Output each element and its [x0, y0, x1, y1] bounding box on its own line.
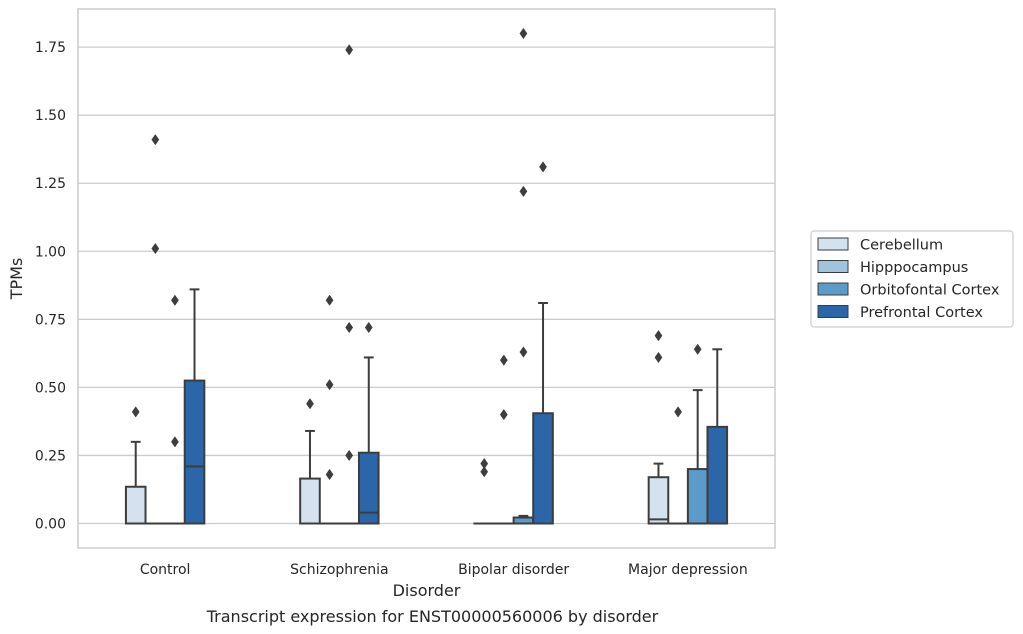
outlier-point: [345, 449, 354, 462]
box: [532, 412, 554, 525]
box: [124, 485, 147, 525]
box: [686, 468, 709, 525]
outlier-point: [345, 321, 354, 334]
legend-frame: [810, 230, 1014, 328]
x-tick-labels: Control Schizophrenia Bipolar disorder Majo…: [140, 562, 748, 578]
y-axis-label: TPMs: [7, 258, 26, 301]
y-tick-label: 0.00: [35, 517, 66, 533]
legend-swatch: [817, 260, 849, 273]
outlier-point: [499, 408, 508, 421]
outlier-point: [674, 406, 682, 418]
outlier-point: [693, 343, 702, 355]
outlier-point: [499, 354, 508, 366]
x-tick-label: Control: [140, 562, 191, 578]
outlier-point: [539, 161, 547, 173]
x-tick-label: Bipolar disorder: [458, 562, 569, 578]
y-tick-label: 0.75: [35, 312, 66, 328]
x-tick-label: Schizophrenia: [290, 562, 388, 578]
legend-swatch: [817, 237, 849, 251]
series-cerebellum: [124, 330, 670, 525]
outlier-point: [519, 27, 528, 40]
y-tick-label: 0.50: [35, 380, 66, 396]
outlier-point: [519, 346, 528, 358]
legend-label: Prefrontal Cortex: [860, 305, 983, 321]
outlier-point: [151, 242, 160, 255]
chart-caption: Transcript expression for ENST0000056000…: [206, 607, 659, 626]
outlier-point: [364, 321, 373, 334]
box: [706, 425, 729, 525]
grid-lines: [78, 46, 775, 525]
box: [299, 477, 321, 525]
outlier-point: [519, 185, 528, 198]
y-tick-label: 1.25: [35, 176, 66, 192]
y-tick-label: 1.50: [35, 108, 66, 124]
legend-label: Orbitofontal Cortex: [860, 283, 1000, 299]
outlier-point: [306, 398, 314, 410]
outlier-point: [171, 294, 179, 306]
y-tick-label: 1.00: [35, 244, 66, 260]
outlier-point: [480, 466, 489, 478]
box-plot-series: [124, 27, 729, 525]
legend-swatch: [817, 305, 849, 318]
box: [183, 379, 206, 525]
outlier-point: [654, 351, 663, 364]
box: [647, 476, 670, 525]
outlier-point: [131, 406, 140, 418]
legend: Cerebellum Hipppocampus Orbitofontal Corte…: [810, 230, 1014, 328]
x-axis-label: Disorder: [393, 581, 461, 600]
legend-label: Hipppocampus: [860, 260, 968, 276]
y-tick-labels: 0.00 0.25 0.50 0.75 1.00 1.25 1.50 1.75: [35, 40, 66, 532]
outlier-point: [325, 294, 334, 306]
legend-label: Cerebellum: [860, 238, 943, 254]
outlier-point: [325, 468, 334, 481]
box: [357, 451, 380, 525]
outlier-point: [325, 379, 334, 391]
legend-swatch: [817, 282, 849, 296]
series-hipppocampus: [144, 134, 689, 525]
outlier-point: [654, 330, 663, 342]
outlier-point: [171, 436, 179, 448]
y-tick-label: 1.75: [35, 40, 66, 56]
series-prefrontal-cortex: [183, 161, 729, 525]
outlier-point: [480, 457, 489, 470]
x-tick-label: Major depression: [628, 562, 748, 578]
y-tick-label: 0.25: [35, 448, 66, 464]
series-orbitofontal-cortex: [164, 27, 709, 525]
outlier-point: [151, 134, 160, 146]
outlier-point: [345, 44, 354, 56]
plot-frame: [77, 8, 776, 549]
